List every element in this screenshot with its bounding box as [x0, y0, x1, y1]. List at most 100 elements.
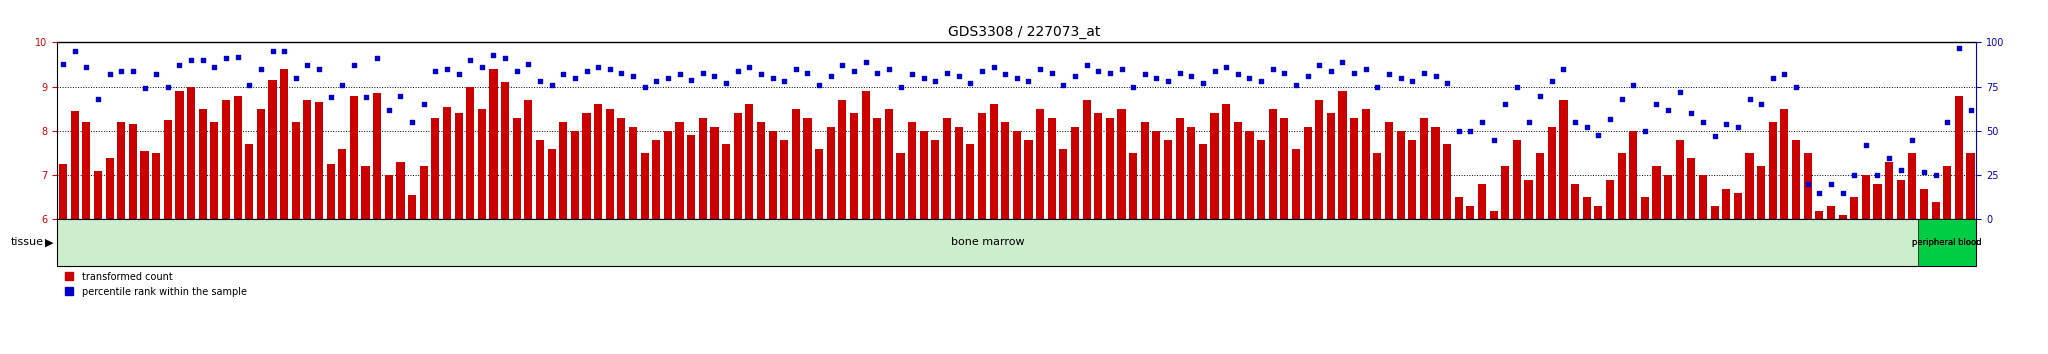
Bar [432, 118, 440, 354]
Bar [1722, 188, 1731, 354]
Point [1245, 79, 1278, 84]
Point [733, 64, 766, 70]
Bar [1593, 206, 1602, 354]
Point [1303, 63, 1335, 68]
Point [745, 72, 778, 77]
Bar [1769, 122, 1778, 354]
Point [1802, 190, 1835, 196]
Point [268, 48, 301, 54]
Point [1896, 137, 1929, 143]
Bar [698, 118, 707, 354]
Bar [1536, 153, 1544, 354]
Point [199, 64, 231, 70]
Point [535, 82, 567, 88]
Point [582, 64, 614, 70]
Bar [1419, 118, 1427, 354]
Bar [1618, 153, 1626, 354]
Point [1024, 66, 1057, 72]
Point [1767, 72, 1800, 77]
Bar [1909, 153, 1917, 354]
Bar [1862, 175, 1870, 354]
Point [1675, 110, 1708, 116]
Point [838, 68, 870, 74]
Bar [1688, 158, 1696, 354]
Point [1546, 66, 1579, 72]
Bar [641, 153, 649, 354]
Bar [59, 164, 68, 354]
Point [164, 63, 197, 68]
Point [907, 75, 940, 81]
Point [639, 79, 672, 84]
Bar [1245, 131, 1253, 354]
Bar [106, 158, 115, 354]
Bar [768, 131, 776, 354]
Bar [850, 113, 858, 354]
Bar [1640, 198, 1649, 354]
Point [221, 54, 254, 59]
Point [117, 68, 150, 74]
Point [1559, 119, 1591, 125]
Bar [711, 126, 719, 354]
Bar [1606, 179, 1614, 354]
Bar [664, 131, 672, 354]
Point [512, 61, 545, 67]
Point [1047, 82, 1079, 88]
Bar [350, 96, 358, 354]
Bar [152, 153, 160, 354]
Bar [1268, 109, 1276, 354]
Bar [1489, 211, 1497, 354]
Point [791, 70, 823, 75]
Bar [1501, 166, 1509, 354]
Point [721, 68, 754, 74]
Point [1907, 169, 1939, 175]
Bar [758, 122, 766, 354]
Bar [1233, 122, 1241, 354]
Bar [1944, 166, 1952, 354]
Point [465, 64, 498, 70]
Point [1536, 79, 1569, 84]
Bar [82, 122, 90, 354]
Point [1501, 84, 1534, 90]
Bar [186, 87, 195, 354]
Point [1663, 89, 1696, 95]
Bar [793, 109, 801, 354]
Bar [1257, 140, 1266, 354]
Bar [885, 109, 893, 354]
Point [1616, 82, 1649, 88]
Point [129, 86, 162, 91]
Bar [176, 91, 184, 354]
Point [1221, 72, 1253, 77]
Point [279, 75, 311, 81]
Bar [303, 100, 311, 354]
Point [1176, 73, 1208, 79]
Bar [1700, 175, 1708, 354]
Bar [862, 91, 870, 354]
Point [629, 84, 662, 90]
Bar [1397, 131, 1405, 354]
Point [1511, 119, 1544, 125]
Point [395, 119, 428, 125]
Point [47, 61, 80, 67]
Bar [1409, 140, 1417, 354]
Point [1012, 79, 1044, 84]
Bar [1094, 113, 1102, 354]
Bar [281, 69, 289, 354]
Bar [1513, 140, 1522, 354]
Bar [1049, 118, 1057, 354]
Point [768, 79, 801, 84]
Point [977, 64, 1010, 70]
Bar [594, 104, 602, 354]
Bar [1804, 153, 1812, 354]
Bar [1653, 166, 1661, 354]
Bar [221, 100, 229, 354]
Bar [326, 164, 334, 354]
Text: ▶: ▶ [45, 238, 53, 247]
Point [1792, 181, 1825, 187]
Bar [117, 122, 125, 354]
Bar [838, 100, 846, 354]
Bar [629, 126, 637, 354]
Bar [268, 80, 276, 354]
Point [1442, 128, 1475, 134]
Bar [129, 124, 137, 354]
Point [1059, 73, 1092, 79]
